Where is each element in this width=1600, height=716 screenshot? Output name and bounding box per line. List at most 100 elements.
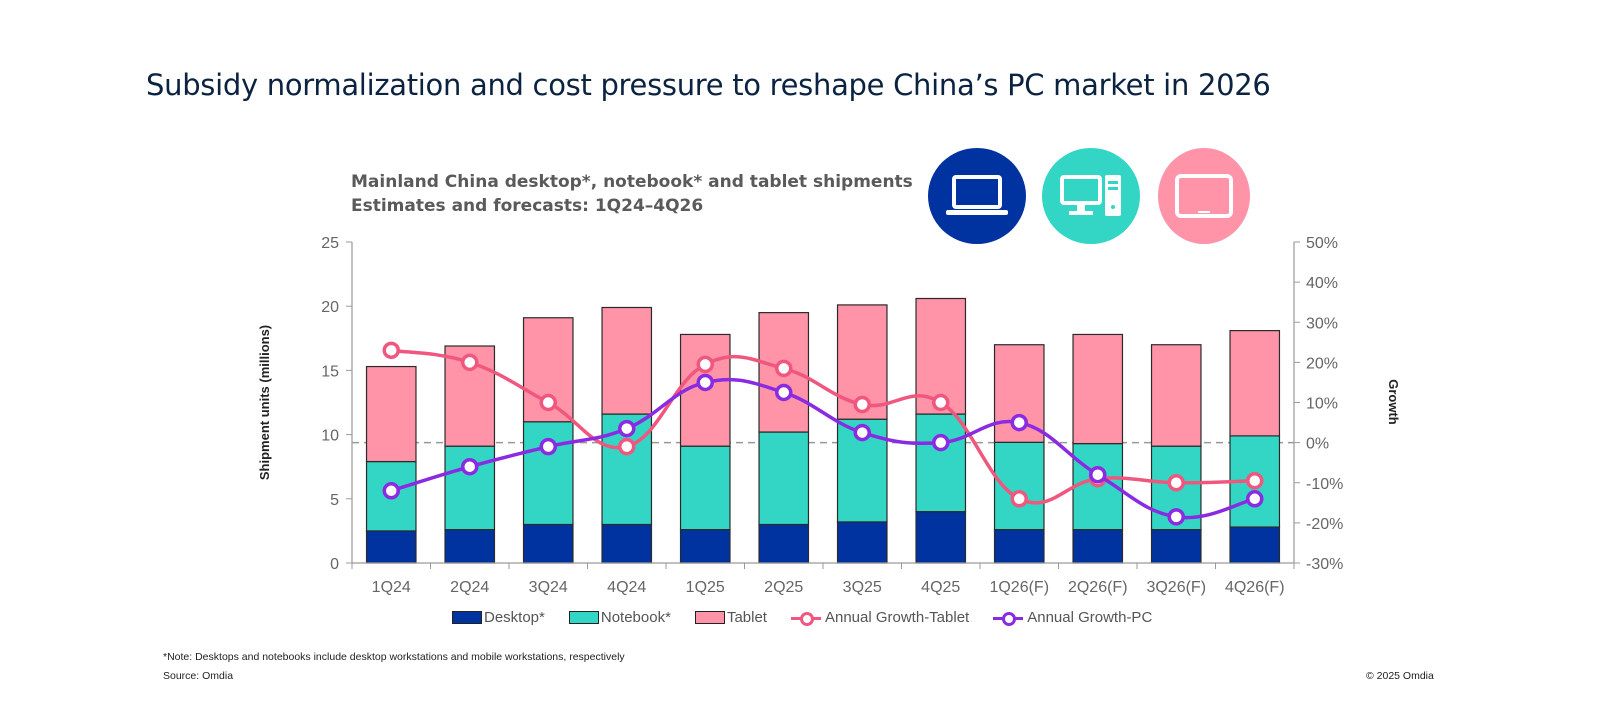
marker-annual-growth-pc-3q26f <box>1167 508 1185 526</box>
marker-annual-growth-tablet-2q25 <box>775 359 793 378</box>
bar-desktop-4q24 <box>601 523 653 564</box>
legend-item-tablet: Tablet <box>694 609 767 626</box>
chart-subtitle: Estimates and forecasts: 1Q24–4Q26 <box>351 196 704 216</box>
legend-label-desktop: Desktop* <box>484 609 545 626</box>
marker-annual-growth-pc-1q25 <box>696 373 714 392</box>
line-annual-growth-tablet <box>390 348 1255 505</box>
bar-tablet-3q26f <box>1150 344 1202 447</box>
marker-annual-growth-tablet-3q25 <box>853 395 871 414</box>
marker-annual-growth-tablet-4q26f <box>1246 471 1264 490</box>
bar-tablet-4q24 <box>601 306 653 415</box>
bar-desktop-3q26f <box>1150 529 1202 564</box>
marker-annual-growth-pc-1q26f <box>1010 413 1028 432</box>
right-axis-tick-label: 50% <box>1306 235 1338 252</box>
right-axis-tick-label: 0% <box>1306 436 1329 453</box>
laptop-icon-badge <box>928 148 1026 244</box>
marker-annual-growth-pc-2q25 <box>775 383 793 402</box>
bar-tablet-2q26f <box>1072 333 1124 445</box>
left-axis-tick-label: 10 <box>321 428 339 445</box>
marker-annual-growth-pc-1q24 <box>382 482 400 500</box>
bar-notebook-1q25 <box>679 445 731 531</box>
right-axis-tick-label: 40% <box>1306 275 1338 292</box>
x-axis-tick-label: 2Q25 <box>764 579 803 596</box>
right-axis-tick-label: -20% <box>1306 516 1343 533</box>
marker-annual-growth-tablet-4q25 <box>932 393 950 412</box>
legend-label-tablet: Tablet <box>726 609 767 626</box>
x-axis-tick-label: 1Q24 <box>372 579 411 596</box>
marker-annual-growth-tablet-1q25 <box>696 355 714 374</box>
bar-desktop-3q25 <box>836 521 888 564</box>
x-axis-tick-label: 4Q26(F) <box>1225 579 1285 596</box>
bar-tablet-1q26f <box>993 344 1045 443</box>
marker-annual-growth-tablet-4q24 <box>618 437 636 456</box>
legend-item-desktop: Desktop* <box>452 609 545 626</box>
marker-annual-growth-pc-3q24 <box>539 437 557 456</box>
marker-annual-growth-pc-2q24 <box>461 457 479 476</box>
left-axis-title: Shipment units (millions) <box>257 325 272 480</box>
bar-desktop-1q26f <box>993 529 1045 564</box>
desktop-computer-icon <box>1060 175 1121 216</box>
right-axis-title: Growth <box>1386 379 1401 425</box>
laptop-icon <box>946 175 1008 215</box>
page-title: Subsidy normalization and cost pressure … <box>146 68 1271 102</box>
copyright-label: © 2025 Omdia <box>1366 670 1434 682</box>
marker-annual-growth-pc-4q24 <box>618 419 636 438</box>
legend-item-growth-tablet: Annual Growth-Tablet <box>790 609 970 626</box>
x-axis-tick-label: 2Q26(F) <box>1068 579 1128 596</box>
bar-tablet-4q26f <box>1229 329 1281 437</box>
right-axis-tick-label: 20% <box>1306 355 1338 372</box>
line-annual-growth-pc <box>390 377 1256 520</box>
x-axis-tick-label: 1Q26(F) <box>989 579 1049 596</box>
x-axis-tick-label: 1Q25 <box>686 579 725 596</box>
tablet-icon <box>1175 174 1233 218</box>
bar-tablet-1q24 <box>365 365 417 463</box>
marker-annual-growth-tablet-2q24 <box>461 353 479 372</box>
bar-desktop-4q25 <box>915 511 967 564</box>
bar-notebook-4q25 <box>915 413 967 513</box>
marker-annual-growth-tablet-3q24 <box>539 393 557 412</box>
legend-item-notebook: Notebook* <box>568 609 671 626</box>
marker-annual-growth-pc-4q25 <box>932 433 950 452</box>
bar-desktop-1q25 <box>679 529 731 564</box>
legend-label-notebook: Notebook* <box>600 609 671 626</box>
bar-notebook-2q25 <box>758 431 810 526</box>
marker-annual-growth-tablet-3q26f <box>1167 474 1185 492</box>
x-axis-tick-label: 2Q24 <box>450 579 489 596</box>
right-axis-tick-label: 10% <box>1306 396 1338 413</box>
left-axis-tick-label: 0 <box>330 556 339 573</box>
bar-desktop-2q25 <box>758 523 810 564</box>
chart-legend: Desktop* Notebook* Tablet Annual Growth-… <box>452 609 1176 626</box>
bar-desktop-4q26f <box>1229 526 1281 564</box>
legend-label-growth-tablet: Annual Growth-Tablet <box>824 609 970 626</box>
right-axis-tick-label: 30% <box>1306 315 1338 332</box>
bar-notebook-3q24 <box>522 421 574 526</box>
x-axis-tick-label: 3Q25 <box>843 579 882 596</box>
x-axis-tick-label: 3Q24 <box>529 579 568 596</box>
marker-annual-growth-tablet-1q26f <box>1010 490 1028 508</box>
chart-subtitle-block: Mainland China desktop*, notebook* and t… <box>351 170 913 218</box>
legend-item-growth-pc: Annual Growth-PC <box>993 609 1152 626</box>
bar-notebook-1q26f <box>993 441 1045 531</box>
marker-annual-growth-pc-4q26f <box>1246 490 1264 508</box>
x-axis-tick-label: 4Q24 <box>607 579 646 596</box>
source-label: Source: Omdia <box>163 670 234 682</box>
left-axis-tick-label: 15 <box>321 363 339 380</box>
left-axis-tick-label: 20 <box>321 299 339 316</box>
legend-swatch-growth-pc <box>993 611 1024 626</box>
desktop-computer-icon-badge <box>1042 148 1140 244</box>
marker-annual-growth-pc-2q26f <box>1089 465 1107 484</box>
right-axis-tick-label: -10% <box>1306 476 1343 493</box>
right-axis-tick-label: -30% <box>1306 556 1343 573</box>
bar-desktop-3q24 <box>522 523 574 564</box>
x-axis-tick-label: 4Q25 <box>921 579 960 596</box>
legend-label-growth-pc: Annual Growth-PC <box>1027 609 1153 626</box>
left-axis-tick-label: 5 <box>330 492 339 509</box>
tablet-icon-badge <box>1158 148 1250 244</box>
legend-swatch-growth-tablet <box>790 611 821 626</box>
legend-swatch-notebook <box>568 611 599 624</box>
x-axis-tick-label: 3Q26(F) <box>1146 579 1206 596</box>
marker-annual-growth-tablet-1q24 <box>382 341 400 360</box>
marker-annual-growth-pc-3q25 <box>853 423 871 442</box>
bar-desktop-2q24 <box>444 529 496 564</box>
